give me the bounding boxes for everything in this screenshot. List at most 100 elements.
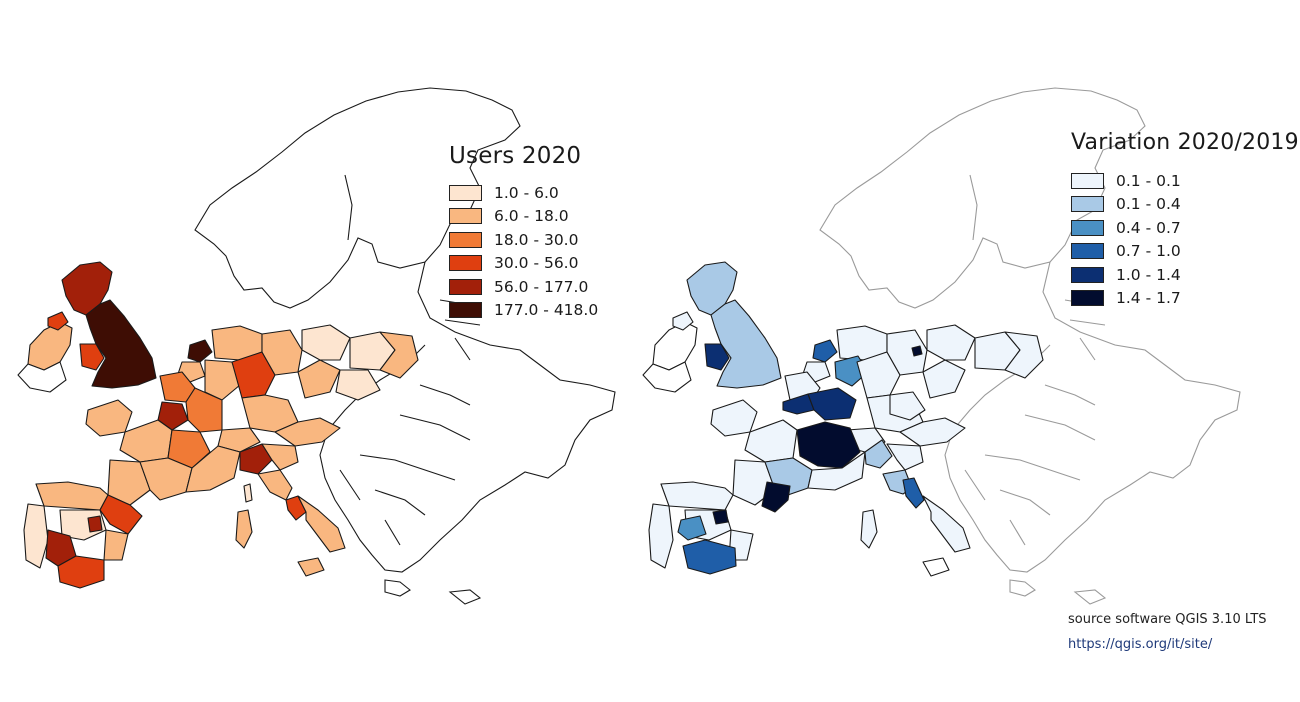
legend-label: 0.1 - 0.1 — [1116, 171, 1181, 190]
legend-swatch — [449, 278, 482, 295]
region-france-northwest — [710, 399, 758, 437]
legend-label: 1.0 - 1.4 — [1116, 265, 1181, 284]
region-ireland-south — [17, 361, 67, 393]
region-northern-ireland — [47, 311, 69, 331]
region-madrid — [87, 515, 103, 533]
region-madrid — [712, 509, 729, 525]
region-england — [85, 299, 157, 389]
region-spain-east — [103, 529, 129, 561]
region-berlin — [911, 345, 923, 357]
region-england — [710, 299, 782, 389]
users-map — [17, 87, 616, 605]
legend-label: 1.4 - 1.7 — [1116, 289, 1181, 308]
credits: source software QGIS 3.10 LTS https://qg… — [1068, 612, 1267, 652]
region-italy-lazio — [902, 477, 925, 509]
region-scotland — [61, 261, 113, 316]
legend-rows: 1.0 - 6.0 6.0 - 18.0 18.0 - 30.0 30.0 - 56.… — [449, 181, 598, 322]
region-italy-center — [257, 469, 293, 501]
users-legend: Users 2020 1.0 - 6.0 6.0 - 18.0 18.0 - 30.… — [449, 143, 598, 322]
region-france-paris — [157, 401, 189, 431]
legend-item: 0.1 - 0.4 — [1071, 193, 1299, 217]
region-italy-south — [922, 495, 971, 553]
legend-label: 0.4 - 0.7 — [1116, 218, 1181, 237]
region-ireland — [652, 321, 698, 371]
legend-label: 1.0 - 6.0 — [494, 183, 559, 202]
region-france-southeast — [807, 451, 866, 491]
legend-item: 0.4 - 0.7 — [1071, 216, 1299, 240]
region-netherlands — [187, 339, 213, 363]
region-france-paris — [782, 393, 815, 415]
region-germany-center — [231, 351, 276, 399]
region-ireland-south — [642, 361, 692, 393]
region-france-south — [139, 457, 193, 501]
region-italy-south — [297, 495, 346, 553]
region-wales — [79, 343, 105, 371]
legend-swatch — [1071, 266, 1104, 283]
region-extremadura — [677, 515, 707, 541]
credit-link[interactable]: https://qgis.org/it/site/ — [1068, 637, 1213, 652]
legend-rows: 0.1 - 0.1 0.1 - 0.4 0.4 - 0.7 0.7 - 1.0 1.0 … — [1071, 169, 1299, 310]
variation-map — [642, 87, 1241, 605]
region-wales — [704, 343, 730, 371]
legend-swatch — [449, 208, 482, 225]
legend-label: 0.7 - 1.0 — [1116, 242, 1181, 261]
region-france-southeast — [185, 445, 241, 493]
legend-label: 18.0 - 30.0 — [494, 230, 579, 249]
region-andalusia — [682, 539, 737, 575]
legend-swatch — [1071, 172, 1104, 189]
legend-label: 6.0 - 18.0 — [494, 207, 569, 226]
region-sardinia — [860, 509, 878, 549]
region-france-center — [119, 419, 173, 463]
region-catalonia — [761, 481, 791, 513]
legend-swatch — [1071, 196, 1104, 213]
legend-item: 30.0 - 56.0 — [449, 252, 598, 276]
legend-swatch — [449, 231, 482, 248]
region-poland-south — [335, 369, 381, 401]
variation-legend: Variation 2020/2019 0.1 - 0.1 0.1 - 0.4 0.… — [1071, 130, 1299, 310]
legend-item: 18.0 - 30.0 — [449, 228, 598, 252]
region-czech — [922, 359, 966, 399]
region-sardinia — [235, 509, 253, 549]
legend-label: 30.0 - 56.0 — [494, 254, 579, 273]
region-spain-north — [660, 481, 734, 511]
legend-item: 0.7 - 1.0 — [1071, 240, 1299, 264]
legend-item: 6.0 - 18.0 — [449, 205, 598, 229]
legend-swatch — [449, 302, 482, 319]
region-italy-northeast — [261, 443, 299, 471]
region-france-southwest — [107, 459, 151, 506]
legend-item: 56.0 - 177.0 — [449, 275, 598, 299]
legend-item: 0.1 - 0.1 — [1071, 169, 1299, 193]
region-sicily — [922, 557, 950, 577]
region-bavaria — [889, 391, 926, 421]
region-france-burgundy — [796, 421, 861, 469]
region-scotland — [686, 261, 738, 316]
legend-title: Users 2020 — [449, 143, 582, 169]
legend-item: 177.0 - 418.0 — [449, 299, 598, 323]
region-germany-center — [856, 351, 901, 399]
region-italy-northeast — [886, 443, 924, 471]
region-northern-ireland — [672, 311, 694, 331]
legend-label: 177.0 - 418.0 — [494, 301, 599, 320]
legend-swatch — [449, 184, 482, 201]
legend-item: 1.0 - 6.0 — [449, 181, 598, 205]
legend-swatch — [1071, 290, 1104, 307]
region-poland-west — [926, 324, 976, 361]
region-corsica — [243, 483, 253, 503]
region-spain-north — [35, 481, 109, 511]
region-switzerland — [217, 427, 261, 453]
region-france-east — [807, 387, 857, 421]
legend-swatch — [1071, 219, 1104, 236]
legend-swatch — [449, 255, 482, 272]
region-france-northwest — [85, 399, 133, 437]
legend-swatch — [1071, 243, 1104, 260]
region-poland-west — [301, 324, 351, 361]
region-italy-northwest — [864, 439, 893, 469]
legend-title: Variation 2020/2019 — [1071, 130, 1299, 155]
legend-item: 1.4 - 1.7 — [1071, 287, 1299, 311]
region-portugal — [648, 503, 674, 569]
region-sicily — [297, 557, 325, 577]
region-italy-northwest — [239, 443, 273, 475]
region-andalusia — [57, 555, 105, 589]
region-netherlands — [812, 339, 838, 363]
